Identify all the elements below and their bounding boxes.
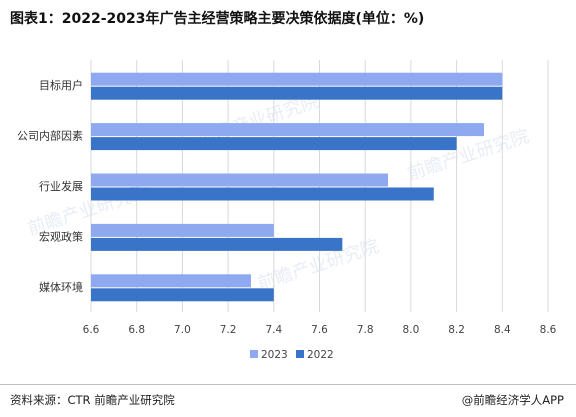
- bar-2023-1: [91, 123, 485, 137]
- x-tick-label-3: 7.2: [220, 324, 237, 336]
- bar-2022-1: [91, 137, 457, 151]
- x-tick-label-2: 7.0: [174, 324, 191, 336]
- category-label-2: 行业发展: [39, 179, 83, 193]
- x-tick-label-8: 8.2: [448, 324, 465, 336]
- x-tick-label-1: 6.8: [128, 324, 145, 336]
- bar-2023-4: [91, 274, 251, 288]
- legend-swatch-2022: [296, 350, 304, 358]
- x-tick-labels: 6.6 6.8 7.0 7.2 7.4 7.6 7.8 8.0 8.2 8.4 8.6: [83, 324, 557, 336]
- x-tick-label-5: 7.6: [311, 324, 328, 336]
- x-tick-label-9: 8.4: [494, 324, 511, 336]
- bar-2023-2: [91, 173, 389, 187]
- legend-swatch-2023: [250, 350, 258, 358]
- bar-2022-2: [91, 187, 434, 201]
- bar-2022-4: [91, 288, 274, 302]
- legend: 2023 2022: [250, 349, 334, 361]
- brand-text: @前瞻经济学人APP: [461, 393, 564, 407]
- category-label-3: 宏观政策: [39, 229, 83, 243]
- category-label-4: 媒体环境: [39, 280, 83, 294]
- category-label-1: 公司内部因素: [17, 129, 83, 143]
- x-tick-label-6: 7.8: [357, 324, 374, 336]
- x-tick-label-0: 6.6: [83, 324, 100, 336]
- chart-area: 前瞻产业研究院 前瞻产业研究院 前瞻产业研究院 前瞻产业研究院 目标用户 公司内部因素行…: [0, 40, 576, 384]
- bar-2022-3: [91, 237, 343, 251]
- chart-title: 图表1：2022-2023年广告主经营策略主要决策依据度(单位：%): [10, 11, 425, 27]
- legend-label-2022: 2022: [307, 349, 334, 361]
- source-text: 资料来源：CTR 前瞻产业研究院: [10, 393, 175, 407]
- bar-2022-0: [91, 86, 503, 100]
- footer: 资料来源：CTR 前瞻产业研究院 @前瞻经济学人APP: [0, 384, 576, 417]
- bar-2023-0: [91, 72, 503, 86]
- bars: [91, 72, 503, 302]
- category-label-0: 目标用户: [39, 78, 83, 92]
- x-tick-label-10: 8.6: [540, 324, 557, 336]
- x-tick-label-7: 8.0: [403, 324, 420, 336]
- bar-2023-3: [91, 223, 274, 237]
- legend-label-2023: 2023: [261, 349, 288, 361]
- x-tick-label-4: 7.4: [265, 324, 282, 336]
